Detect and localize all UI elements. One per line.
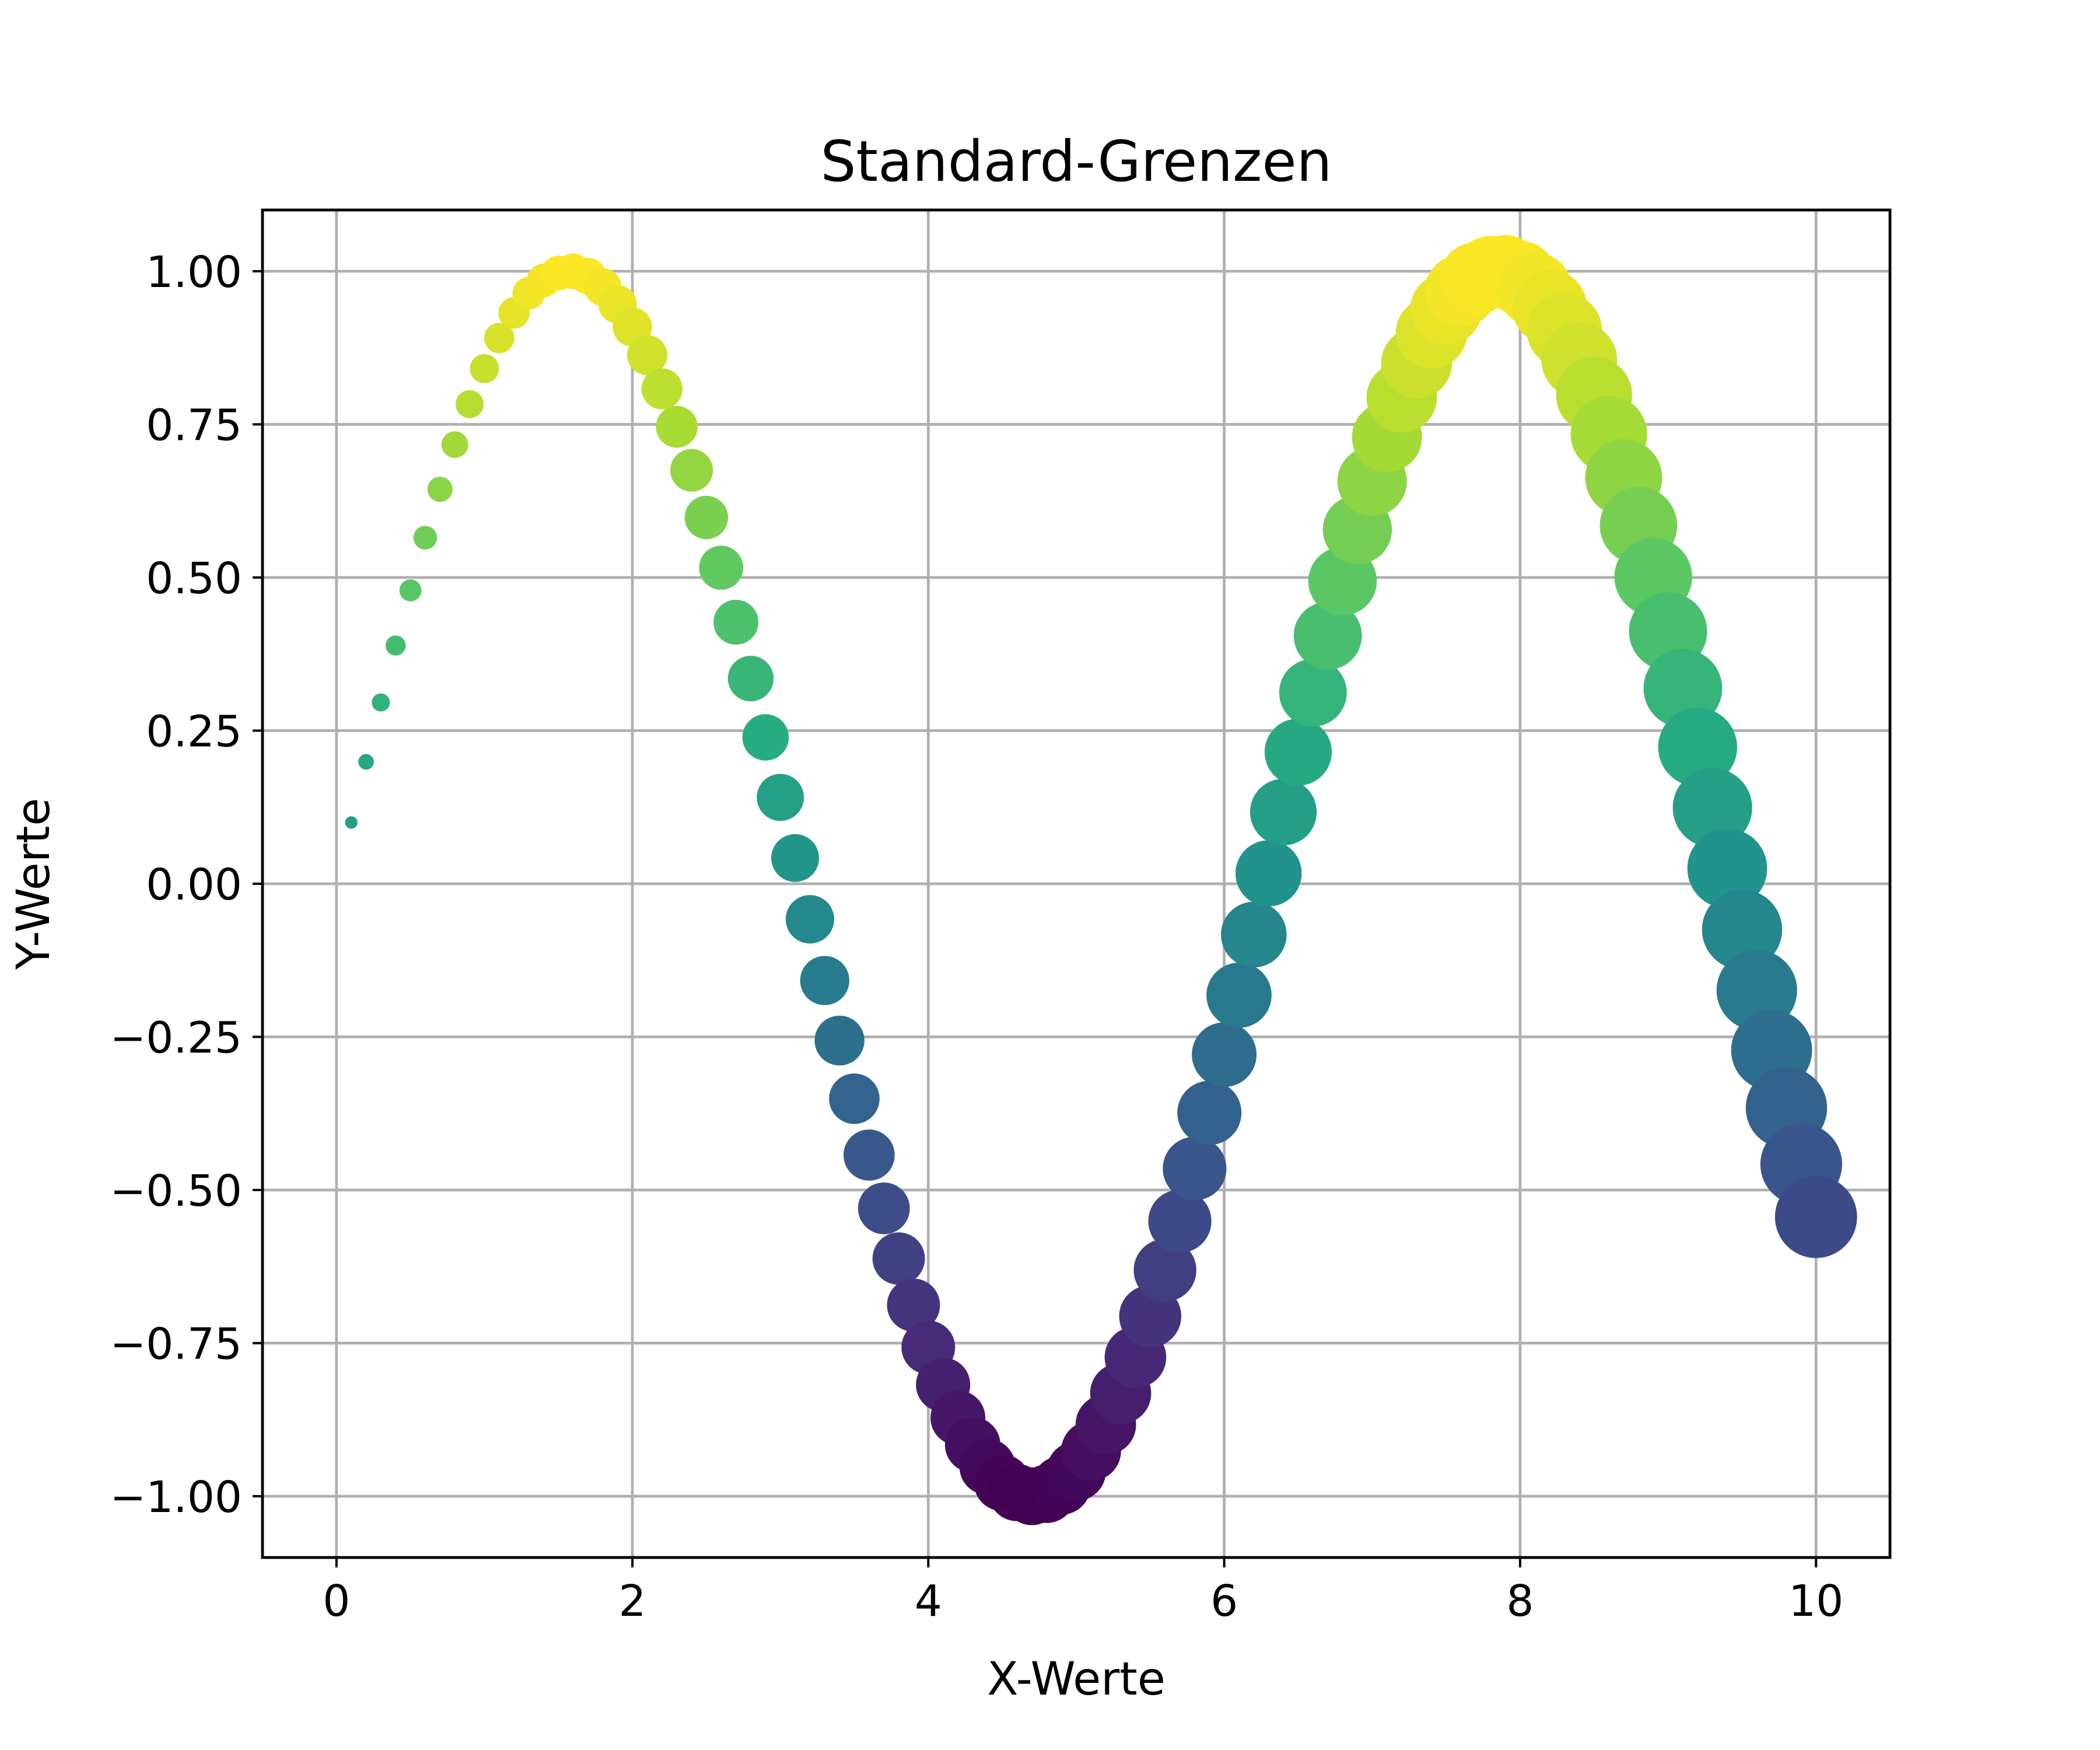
x-axis-label: X-Werte xyxy=(987,1653,1166,1706)
data-point xyxy=(1658,708,1737,787)
data-point xyxy=(1206,963,1272,1028)
y-tick-label: −0.25 xyxy=(110,1013,242,1063)
data-point xyxy=(1221,901,1287,968)
y-tick-label: −1.00 xyxy=(110,1472,242,1522)
data-point xyxy=(413,526,438,550)
data-point xyxy=(1264,718,1332,786)
data-point xyxy=(684,495,729,540)
data-point xyxy=(844,1129,895,1181)
data-point xyxy=(771,834,820,882)
data-point xyxy=(441,431,468,458)
data-point xyxy=(800,956,849,1006)
data-point xyxy=(484,323,514,354)
x-tick-label: 8 xyxy=(1506,1576,1534,1626)
y-tick-label: 0.75 xyxy=(146,401,242,451)
grid xyxy=(262,210,1890,1558)
y-tick-label: 0.25 xyxy=(146,707,242,757)
data-point xyxy=(1133,1238,1196,1302)
y-tick-label: −0.50 xyxy=(110,1166,242,1216)
x-tick-label: 0 xyxy=(323,1576,350,1626)
data-point xyxy=(456,390,484,418)
data-point xyxy=(427,477,453,502)
data-point xyxy=(345,816,358,829)
data-point xyxy=(887,1278,940,1332)
data-point xyxy=(1279,659,1347,727)
data-point xyxy=(1672,768,1752,848)
data-point xyxy=(858,1182,910,1234)
data-point xyxy=(1192,1022,1257,1087)
x-tick-label: 2 xyxy=(619,1576,646,1626)
y-tick-label: 0.00 xyxy=(146,860,242,910)
data-point xyxy=(785,895,835,944)
data-points xyxy=(345,235,1857,1525)
y-tick-label: −0.75 xyxy=(110,1320,242,1370)
data-point xyxy=(372,693,390,712)
data-point xyxy=(742,714,789,761)
data-point xyxy=(670,449,713,492)
y-tick-label: 1.00 xyxy=(146,247,242,298)
data-point xyxy=(1177,1080,1242,1145)
data-point xyxy=(358,754,374,770)
chart-title: Standard-Grenzen xyxy=(821,129,1332,194)
data-point xyxy=(385,635,406,656)
data-point xyxy=(399,579,422,601)
data-point xyxy=(1293,601,1362,670)
y-tick-label: 0.50 xyxy=(146,554,242,604)
data-point xyxy=(814,1016,864,1066)
data-point xyxy=(1774,1175,1857,1258)
data-point xyxy=(1163,1136,1227,1200)
data-point xyxy=(1250,779,1317,846)
data-point xyxy=(699,545,744,590)
data-point xyxy=(641,368,682,410)
data-point xyxy=(1236,840,1302,907)
axis-ticks: 0 2 4 6 8 10 −1.00 −0.75 −0.50 −0.25 0.00 0.25 0.50 0… xyxy=(110,247,1843,1626)
x-tick-label: 10 xyxy=(1788,1576,1843,1626)
data-point xyxy=(1702,890,1783,970)
data-point xyxy=(627,335,667,376)
data-point xyxy=(1687,828,1768,909)
data-point xyxy=(1148,1189,1212,1253)
x-tick-label: 4 xyxy=(915,1576,942,1626)
data-point xyxy=(757,774,804,821)
data-point xyxy=(656,405,698,448)
data-point xyxy=(872,1232,925,1285)
data-point xyxy=(727,656,774,702)
y-axis-label: Y-Werte xyxy=(8,798,60,971)
x-tick-label: 6 xyxy=(1210,1576,1238,1626)
data-point xyxy=(713,600,759,645)
data-point xyxy=(829,1073,880,1124)
data-point xyxy=(470,354,499,383)
